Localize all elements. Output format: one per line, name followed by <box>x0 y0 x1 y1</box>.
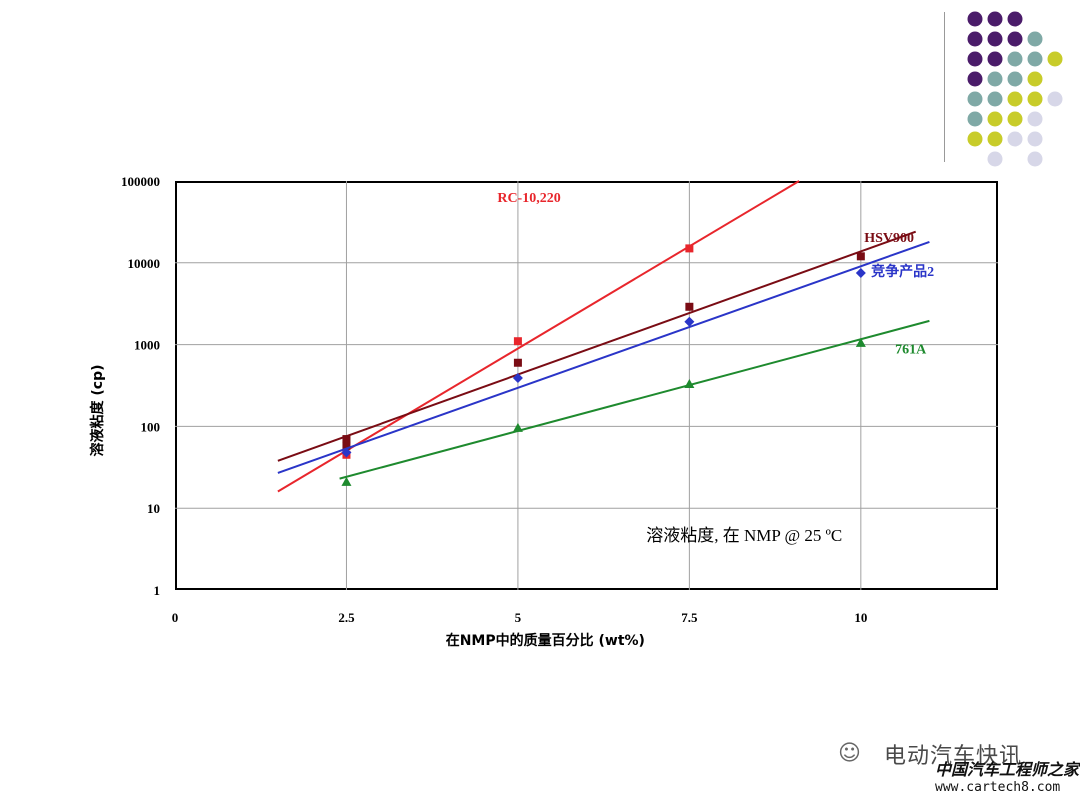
y-tick-label: 10000 <box>128 256 161 271</box>
x-tick-label: 2.5 <box>338 610 355 625</box>
series-label: 761A <box>895 342 927 357</box>
series-trendline <box>277 180 800 493</box>
x-tick-label: 0 <box>172 610 179 625</box>
series-trendline <box>277 240 930 474</box>
y-tick-label: 10 <box>147 501 160 516</box>
data-point <box>855 337 866 347</box>
data-point <box>512 422 523 432</box>
data-point <box>684 316 695 327</box>
data-point <box>341 476 352 486</box>
x-tick-label: 10 <box>854 610 867 625</box>
chart-annotation: 溶液粘度, 在 NMP @ 25 ºC <box>646 526 842 545</box>
x-tick-label: 5 <box>515 610 522 625</box>
plot-area-frame <box>175 181 998 590</box>
data-point <box>513 358 522 367</box>
series-trendline <box>339 319 930 480</box>
series-trendline <box>277 230 917 462</box>
wechat-icon: ☺ <box>838 741 861 766</box>
y-tick-label: 1 <box>154 583 161 598</box>
series-label: 竞争产品2 <box>871 263 934 280</box>
watermark-site-name: 中国汽车工程师之家 <box>935 760 1080 779</box>
y-tick-label: 100000 <box>121 174 160 189</box>
data-point <box>342 441 351 450</box>
data-point <box>685 244 694 253</box>
x-tick-label: 7.5 <box>681 610 698 625</box>
data-point <box>684 378 695 388</box>
watermark-account: 电动汽车快讯 <box>884 744 1023 769</box>
data-point <box>855 268 866 279</box>
series-label: HSV900 <box>864 231 914 246</box>
y-tick-label: 1000 <box>134 338 160 353</box>
data-point <box>856 252 865 261</box>
watermark-url: www.cartech8.com <box>935 780 1061 795</box>
y-tick-label: 100 <box>141 419 161 434</box>
data-point <box>342 435 351 444</box>
y-axis-label: 溶液粘度 (cp) <box>89 365 106 457</box>
data-point <box>513 337 522 346</box>
data-point <box>685 302 694 311</box>
series-label: RC-10,220 <box>497 191 560 206</box>
data-point <box>512 373 523 384</box>
x-axis-label: 在NMP中的质量百分比 (wt%) <box>446 632 645 649</box>
data-point <box>341 447 352 458</box>
slide-divider-line <box>944 12 945 162</box>
